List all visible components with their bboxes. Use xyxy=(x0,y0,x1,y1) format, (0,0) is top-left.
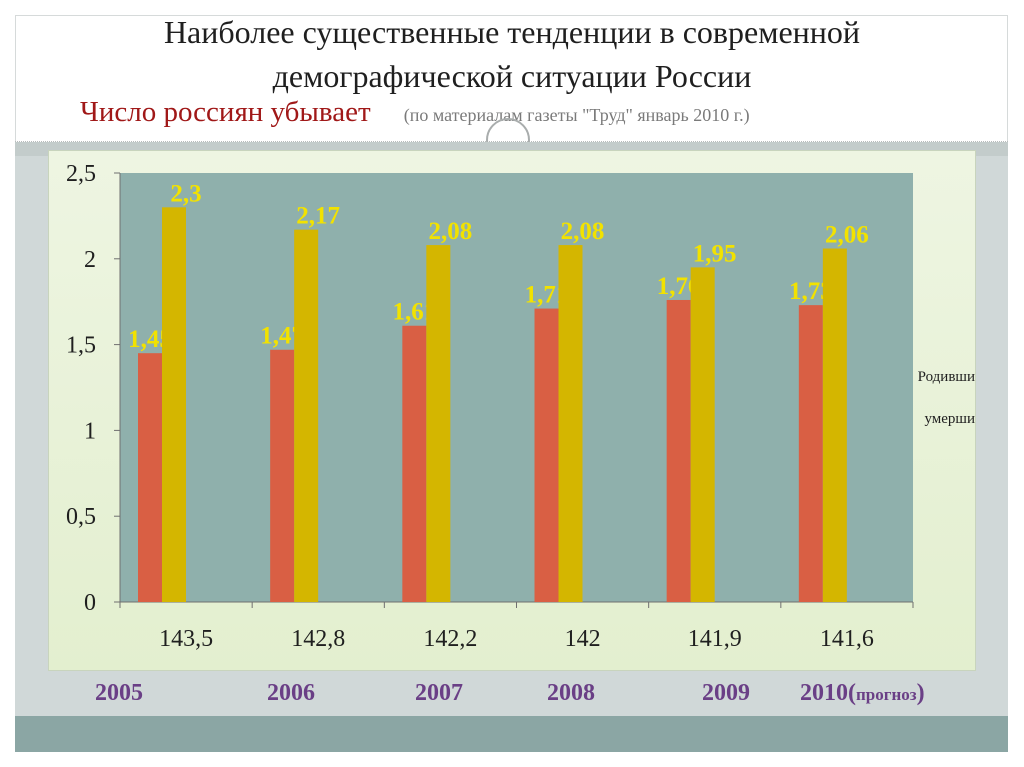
y-tick-label: 1 xyxy=(84,418,96,444)
category-label: 142,8 xyxy=(291,626,345,652)
source-note: (по материалам газеты "Труд" январь 2010… xyxy=(403,105,750,125)
data-label: 2,3 xyxy=(170,180,201,207)
data-label: 2,08 xyxy=(561,218,605,245)
year-label: 2006 xyxy=(267,680,315,706)
bar-born xyxy=(798,305,823,602)
title-line-2: демографической ситуации России xyxy=(272,58,752,94)
slide-title: Наиболее существенные тенденции в соврем… xyxy=(20,10,1004,98)
category-label: 141,9 xyxy=(688,626,742,652)
bar-died xyxy=(294,229,319,603)
data-label: 2,08 xyxy=(428,218,472,245)
category-label: 143,5 xyxy=(159,626,213,652)
year-label-close: ) xyxy=(916,680,925,706)
bar-born xyxy=(666,299,691,602)
bar-born xyxy=(534,308,559,602)
y-tick-label: 2,5 xyxy=(66,161,96,187)
bar-died xyxy=(162,207,186,602)
y-tick-label: 2 xyxy=(84,247,96,273)
data-label: 1,95 xyxy=(693,240,737,267)
plot-area xyxy=(120,173,913,602)
legend-entry: Родивши xyxy=(918,369,975,385)
data-label: 2,17 xyxy=(296,203,340,230)
bar-died xyxy=(690,267,715,602)
bar-born xyxy=(402,325,427,602)
background-band-bottom xyxy=(15,716,1008,752)
data-label: 2,06 xyxy=(825,222,869,249)
legend-entry: умерши xyxy=(924,411,975,427)
y-tick-label: 1,5 xyxy=(66,333,96,359)
forecast-note: прогноз xyxy=(856,685,917,704)
bar-died xyxy=(426,245,451,602)
category-label: 142,2 xyxy=(423,626,477,652)
year-label: 2007 xyxy=(415,680,463,706)
category-label: 142 xyxy=(565,626,601,652)
category-label: 141,6 xyxy=(820,626,874,652)
title-line-1: Наиболее существенные тенденции в соврем… xyxy=(163,14,861,50)
year-label-text: 2010( xyxy=(800,680,856,706)
year-labels: 2005 2006 2007 2008 2009 2010(прогноз) xyxy=(0,680,1024,714)
y-tick-label: 0,5 xyxy=(66,504,96,530)
year-label: 2010(прогноз) xyxy=(800,680,925,707)
bar-died xyxy=(822,248,847,602)
subtitle: Число россиян убывает xyxy=(80,96,371,128)
bar-died xyxy=(558,245,583,602)
subtitle-row: Число россиян убывает (по материалам газ… xyxy=(80,96,750,129)
year-label: 2008 xyxy=(547,680,595,706)
bar-born xyxy=(270,349,295,602)
y-tick-label: 0 xyxy=(84,590,96,616)
year-label: 2009 xyxy=(702,680,750,706)
year-label: 2005 xyxy=(95,680,143,706)
bar-born xyxy=(138,353,162,602)
